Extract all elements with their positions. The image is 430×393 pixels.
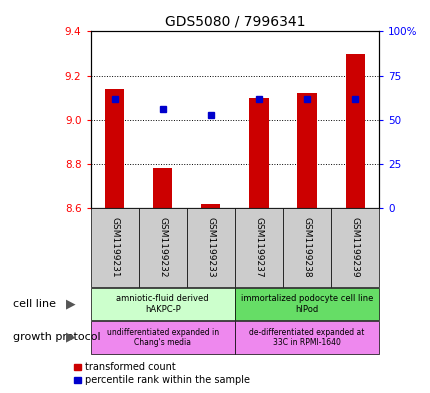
Bar bbox=[153, 169, 172, 208]
Bar bbox=[90, 321, 234, 354]
Text: GSM1199233: GSM1199233 bbox=[206, 217, 215, 278]
Bar bbox=[297, 94, 316, 208]
Bar bbox=[283, 208, 330, 287]
Bar bbox=[105, 89, 124, 208]
Text: amniotic-fluid derived
hAKPC-P: amniotic-fluid derived hAKPC-P bbox=[116, 294, 209, 314]
Bar bbox=[345, 53, 364, 208]
Text: GSM1199231: GSM1199231 bbox=[110, 217, 119, 278]
Text: GSM1199232: GSM1199232 bbox=[158, 217, 167, 278]
Bar bbox=[90, 208, 138, 287]
Text: undifferentiated expanded in
Chang's media: undifferentiated expanded in Chang's med… bbox=[106, 328, 218, 347]
Title: GDS5080 / 7996341: GDS5080 / 7996341 bbox=[164, 15, 304, 29]
Bar bbox=[201, 204, 220, 208]
Text: de-differentiated expanded at
33C in RPMI-1640: de-differentiated expanded at 33C in RPM… bbox=[249, 328, 364, 347]
Bar bbox=[234, 288, 378, 320]
Bar bbox=[249, 98, 268, 208]
Text: GSM1199237: GSM1199237 bbox=[254, 217, 263, 278]
Text: cell line: cell line bbox=[13, 299, 56, 309]
Text: ▶: ▶ bbox=[66, 331, 75, 344]
Text: GSM1199239: GSM1199239 bbox=[350, 217, 359, 278]
Text: immortalized podocyte cell line
hIPod: immortalized podocyte cell line hIPod bbox=[240, 294, 372, 314]
Bar bbox=[186, 208, 234, 287]
Bar bbox=[90, 288, 234, 320]
Bar bbox=[138, 208, 186, 287]
Bar bbox=[234, 321, 378, 354]
Text: GSM1199238: GSM1199238 bbox=[302, 217, 311, 278]
Bar bbox=[330, 208, 378, 287]
Legend: transformed count, percentile rank within the sample: transformed count, percentile rank withi… bbox=[74, 362, 249, 386]
Text: growth protocol: growth protocol bbox=[13, 332, 100, 342]
Text: ▶: ▶ bbox=[66, 298, 75, 310]
Bar bbox=[234, 208, 283, 287]
